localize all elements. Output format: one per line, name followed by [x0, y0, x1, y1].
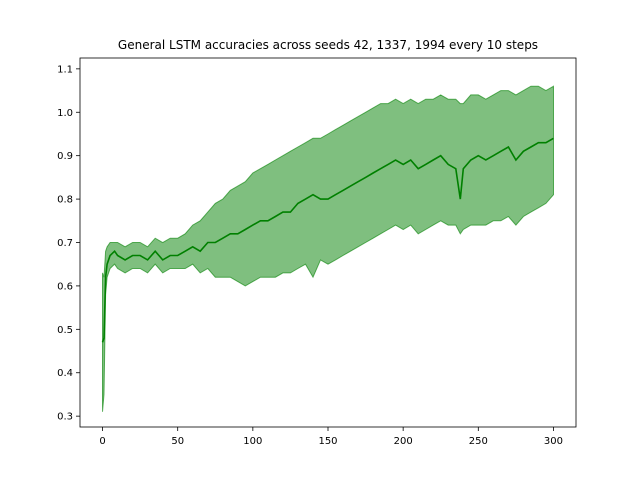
x-tick-label: 100 [243, 436, 262, 447]
y-tick-label: 0.4 [57, 368, 73, 379]
x-tick-label: 200 [394, 436, 413, 447]
y-tick-label: 0.3 [57, 412, 73, 423]
x-tick-label: 0 [99, 436, 105, 447]
y-tick-label: 0.8 [57, 195, 73, 206]
y-tick-label: 1.1 [57, 64, 73, 75]
plot-area [101, 85, 554, 412]
y-tick-label: 0.9 [57, 151, 73, 162]
mean-accuracy-line [101, 137, 554, 343]
plot-frame [79, 57, 577, 428]
x-tick-label: 50 [171, 436, 184, 447]
axes: 0 50 100 150 200 250 300 0.3 0.4 0.5 0.6 0.7 0.8 0.9 1… [57, 64, 563, 447]
y-tick-label: 1.0 [57, 108, 73, 119]
chart-title: General LSTM accuracies across seeds 42,… [118, 38, 538, 52]
y-tick-label: 0.7 [57, 238, 73, 249]
confidence-band [102, 85, 554, 412]
y-tick-label: 0.5 [57, 325, 73, 336]
x-tick-label: 300 [544, 436, 563, 447]
x-tick-label: 150 [318, 436, 337, 447]
x-tick-label: 250 [469, 436, 488, 447]
y-tick-label: 0.6 [57, 281, 73, 292]
